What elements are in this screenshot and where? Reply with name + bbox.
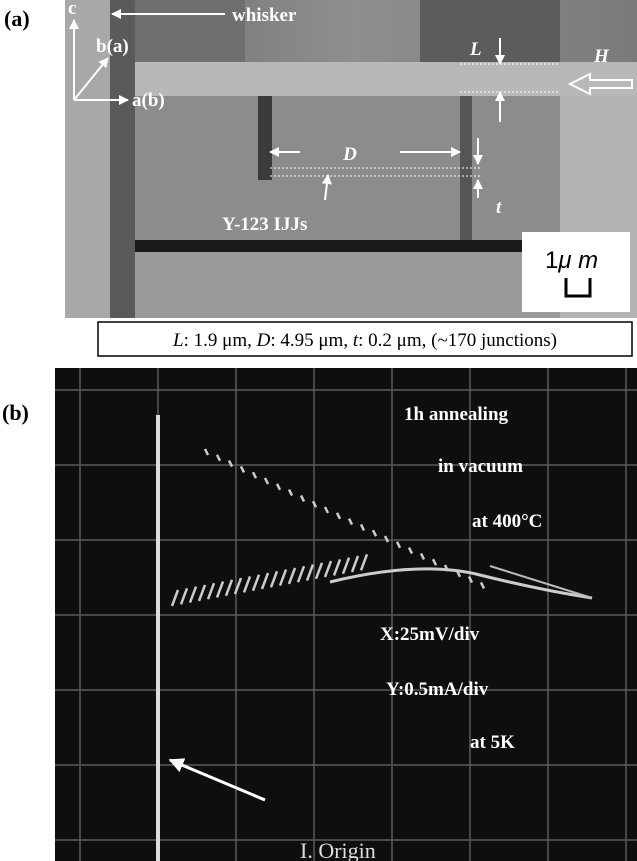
scale-num: 1 (545, 247, 558, 274)
trace-curve (329, 567, 593, 600)
caption-part: t (353, 330, 359, 351)
note: in vacuum (438, 456, 523, 477)
trace-dash (260, 572, 270, 590)
caption-part: : 1.9 μm, (184, 330, 257, 351)
annotations (69, 9, 633, 298)
trace-dot (299, 494, 306, 502)
trace-dash (251, 574, 261, 592)
trace-dash (305, 564, 315, 581)
trace-dot (395, 541, 402, 549)
trace-dot (251, 471, 258, 479)
scope-grid (55, 368, 637, 861)
trace-dash (350, 555, 360, 573)
ijj-label: Y-123 IJJs (222, 214, 307, 235)
trace-dash (332, 558, 342, 576)
trace-dot (407, 547, 414, 555)
whisker-label: whisker (232, 5, 297, 26)
trace-dot (467, 576, 474, 584)
trace-dash (233, 577, 243, 595)
trace-dot (215, 454, 222, 462)
note: at 400°C (472, 511, 542, 532)
field-label: H (593, 46, 610, 67)
trace-dot (203, 448, 210, 456)
trace-dot (383, 535, 390, 543)
caption-part: D (256, 330, 271, 351)
trace-dash (179, 587, 189, 605)
note: Y:0.5mA/div (386, 679, 489, 700)
trace (170, 448, 593, 607)
trace-dash (296, 565, 306, 583)
panel-label: (b) (2, 400, 29, 425)
trace-dot (371, 529, 378, 537)
trace-dash (215, 581, 225, 598)
caption-part: : 0.2 μm, (~170 junctions) (358, 330, 557, 351)
dim-label: t (496, 197, 502, 218)
axis-label: b(a) (96, 36, 129, 57)
trace-dash (242, 575, 252, 593)
note: at 5K (470, 732, 515, 753)
scale-unit: μ m (557, 247, 598, 274)
trace-dot (419, 552, 426, 560)
caption: L: 1.9 μm, D: 4.95 μm, t: 0.2 μm, (~170 … (172, 330, 557, 351)
trace-dot (263, 477, 270, 485)
axis-label: c (68, 0, 76, 19)
caption-part: L (172, 330, 184, 351)
trace-dot (479, 581, 486, 589)
trace-dash (287, 567, 297, 585)
trace-dash (278, 569, 288, 587)
trace-dot (275, 483, 282, 491)
trace-dash (197, 584, 207, 602)
origin-label: I. Origin (300, 838, 376, 861)
sem-image (65, 0, 637, 318)
dim-label: D (342, 144, 357, 165)
trace-dot (431, 558, 438, 566)
scale-label: 1μ m (545, 247, 598, 274)
note: 1h annealing (404, 404, 509, 425)
trace-dot (227, 460, 234, 468)
panel-label: (a) (4, 6, 30, 31)
trace-dot (323, 506, 330, 514)
trace-dot (335, 512, 342, 520)
trace-dot (359, 523, 366, 531)
trace-dash (269, 570, 279, 588)
note: X:25mV/div (380, 624, 480, 645)
trace-dash (359, 553, 369, 571)
dim-label: L (469, 39, 482, 60)
trace-dot (287, 489, 294, 497)
trace-dash (323, 560, 333, 578)
trace-dot (239, 465, 246, 473)
trace-dash (224, 579, 234, 597)
trace-dot (347, 518, 354, 526)
trace-dash (188, 586, 198, 604)
caption-box (97, 321, 633, 357)
caption-part: : 4.95 μm, (270, 330, 353, 351)
trace-dot (311, 500, 318, 508)
trace-dash (314, 562, 324, 580)
trace-dash (341, 557, 351, 575)
trace-dash (206, 582, 216, 600)
origin-arrow (168, 758, 266, 802)
trace-line (489, 565, 593, 599)
axis-label: a(b) (132, 90, 165, 111)
trace-dash (170, 589, 180, 607)
